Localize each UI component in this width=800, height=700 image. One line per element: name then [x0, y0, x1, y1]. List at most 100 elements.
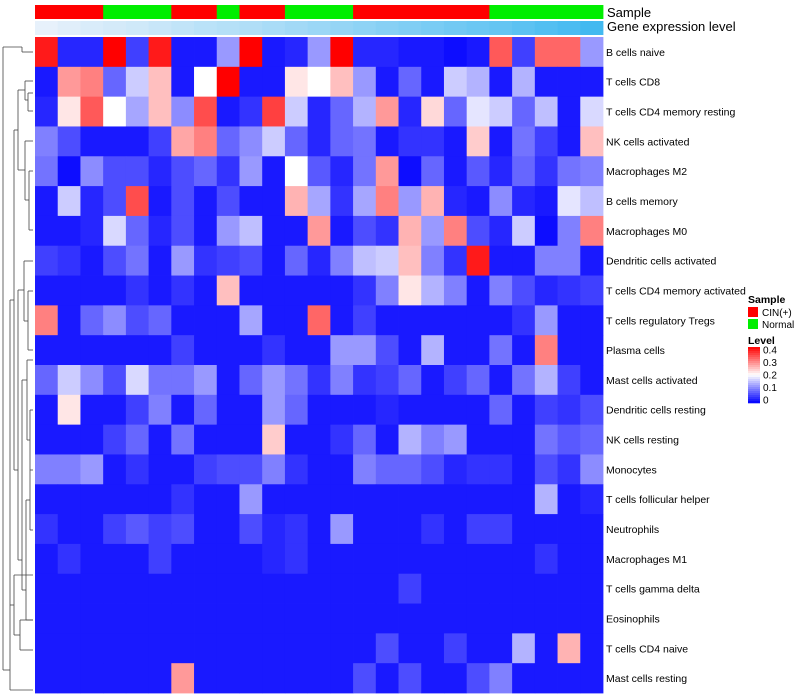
heatmap-cell [35, 394, 59, 426]
heatmap-cell [262, 603, 286, 634]
heatmap-cell [580, 424, 604, 455]
heatmap-cell [125, 215, 149, 247]
heatmap-cell [557, 365, 581, 396]
heatmap-cell [103, 454, 127, 485]
heatmap-cell [512, 245, 536, 276]
heatmap-cell [148, 633, 172, 664]
row-label: Neutrophils [606, 524, 659, 536]
row-label: B cells memory [606, 196, 679, 208]
heatmap-cell [421, 573, 445, 604]
heatmap-cell [80, 186, 104, 217]
heatmap-cell [353, 37, 377, 68]
sample-bar-cell [171, 5, 195, 19]
heatmap-cell [421, 215, 445, 247]
heatmap-cell [148, 96, 172, 127]
legend-gradient-step [748, 355, 760, 358]
heatmap-cell [35, 633, 59, 664]
heatmap-cell [398, 484, 422, 515]
legend-gradient-step [748, 375, 760, 378]
heatmap-cell [35, 603, 59, 634]
heatmap-cell [489, 335, 513, 366]
expression-bar-cell [375, 21, 399, 35]
heatmap-cell [194, 96, 218, 127]
heatmap-cell [125, 573, 149, 604]
heatmap-cell [171, 543, 195, 575]
heatmap-cell [421, 603, 445, 634]
heatmap-cell [307, 66, 331, 98]
heatmap-cell [353, 514, 377, 545]
heatmap-cell [489, 96, 513, 127]
heatmap-cell [216, 66, 240, 98]
heatmap-cell [307, 365, 331, 396]
legend-sample-swatch [748, 307, 758, 317]
expression-bar-cell [239, 21, 263, 35]
heatmap-cell [580, 394, 604, 426]
heatmap-cell [557, 275, 581, 306]
heatmap-cell [239, 663, 263, 694]
sample-bar-cell [580, 5, 604, 19]
heatmap-cell [284, 126, 309, 157]
heatmap-cell [512, 335, 536, 366]
heatmap-cell [580, 37, 604, 68]
row-label: T cells gamma delta [606, 584, 700, 596]
heatmap-cell [466, 215, 490, 247]
heatmap-cell [489, 126, 513, 157]
heatmap-cell [307, 275, 331, 306]
heatmap-cell [171, 484, 195, 515]
heatmap-cell [398, 96, 422, 127]
heatmap-cells [35, 37, 604, 694]
heatmap-cell [580, 275, 604, 306]
heatmap-cell [353, 156, 377, 187]
heatmap-cell [580, 573, 604, 604]
heatmap-cell [194, 156, 218, 187]
heatmap-cell [353, 66, 377, 98]
heatmap-cell [262, 66, 286, 98]
heatmap-cell [262, 484, 286, 515]
heatmap-cell [103, 215, 127, 247]
heatmap-cell [557, 573, 581, 604]
heatmap-cell [284, 573, 309, 604]
heatmap-cell [57, 454, 81, 485]
heatmap-cell [171, 215, 195, 247]
heatmap-cell [284, 215, 309, 247]
heatmap-cell [125, 245, 149, 276]
heatmap-cell [353, 365, 377, 396]
heatmap-cell [171, 96, 195, 127]
heatmap-cell [466, 394, 490, 426]
heatmap-cell [466, 543, 490, 575]
heatmap-cell [421, 633, 445, 664]
heatmap-cell [375, 394, 399, 426]
heatmap-cell [375, 573, 399, 604]
heatmap-cell [239, 543, 263, 575]
heatmap-cell [557, 335, 581, 366]
heatmap-cell [35, 543, 59, 575]
heatmap-cell [353, 484, 377, 515]
heatmap-cell [466, 365, 490, 396]
heatmap-cell [421, 335, 445, 366]
heatmap-cell [330, 365, 354, 396]
heatmap-cell [35, 215, 59, 247]
heatmap-cell [284, 66, 309, 98]
heatmap-cell [557, 66, 581, 98]
heatmap-cell [148, 66, 172, 98]
sample-bar-cell [466, 5, 490, 19]
heatmap-cell [398, 633, 422, 664]
heatmap-cell [80, 335, 104, 366]
heatmap-cell [375, 305, 399, 336]
heatmap-cell [171, 126, 195, 157]
heatmap-cell [534, 245, 558, 276]
heatmap-cell [580, 186, 604, 217]
heatmap-cell [330, 305, 354, 336]
heatmap-cell [421, 394, 445, 426]
heatmap-cell [239, 573, 263, 604]
expression-bar-cell [262, 21, 286, 35]
row-label: Dendritic cells resting [606, 405, 706, 417]
heatmap-cell [307, 96, 331, 127]
heatmap-cell [557, 37, 581, 68]
heatmap-cell [421, 66, 445, 98]
legend-gradient-step [748, 401, 760, 404]
heatmap-cell [148, 275, 172, 306]
heatmap-cell [557, 126, 581, 157]
heatmap-cell [398, 37, 422, 68]
heatmap-cell [262, 37, 286, 68]
